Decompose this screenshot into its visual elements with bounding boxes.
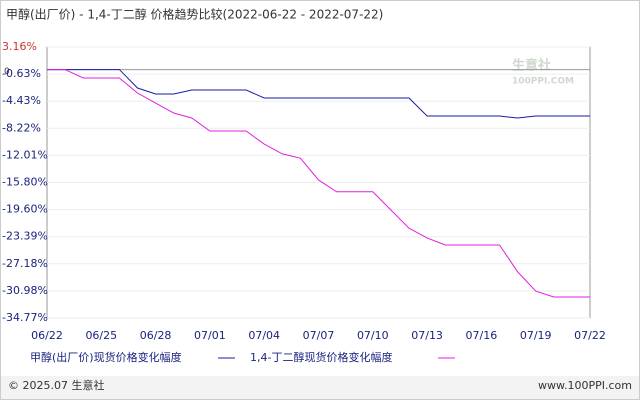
y-tick-label: -8.22% <box>2 121 41 134</box>
y-tick-label: -27.18% <box>2 257 48 270</box>
y-tick-label: -30.98% <box>2 284 48 297</box>
site-url: www.100PPI.com <box>538 379 632 392</box>
x-tick-label: 06/22 <box>31 329 63 342</box>
y-tick-label: 3.16% <box>2 40 37 53</box>
x-tick-label: 06/28 <box>140 329 172 342</box>
x-tick-label: 07/04 <box>248 329 280 342</box>
y-tick-label: -23.39% <box>2 230 48 243</box>
chart-title: 甲醇(出厂价) - 1,4-丁二醇 价格趋势比较(2022-06-22 - 20… <box>6 7 383 22</box>
footer-bar <box>1 376 639 399</box>
x-tick-label: 07/01 <box>194 329 226 342</box>
series-line <box>47 69 590 298</box>
y-tick-label: -12.01% <box>2 148 48 161</box>
y-tick-label: -0.63% <box>2 67 41 80</box>
y-tick-label: -4.43% <box>2 94 41 107</box>
x-tick-label: 06/25 <box>85 329 117 342</box>
y-tick-label: -34.77% <box>2 311 48 324</box>
x-tick-label: 07/19 <box>520 329 552 342</box>
x-tick-label: 07/10 <box>357 329 389 342</box>
y-tick-label: -19.60% <box>2 203 48 216</box>
x-tick-label: 07/13 <box>411 329 443 342</box>
legend-label: 甲醇(出厂价)现货价格变化幅度 <box>30 350 182 364</box>
copyright: © 2025.07 生意社 <box>8 378 104 392</box>
watermark: 生意社 <box>512 58 551 74</box>
y-tick-label: 0 <box>4 67 10 77</box>
x-tick-label: 07/07 <box>303 329 335 342</box>
x-tick-label: 07/22 <box>574 329 606 342</box>
y-tick-label: -15.80% <box>2 175 48 188</box>
watermark-url: 100PPI.COM <box>512 77 574 87</box>
series-line <box>47 69 590 119</box>
x-tick-label: 07/16 <box>466 329 498 342</box>
legend-label: 1,4-丁二醇现货价格变化幅度 <box>250 350 392 364</box>
